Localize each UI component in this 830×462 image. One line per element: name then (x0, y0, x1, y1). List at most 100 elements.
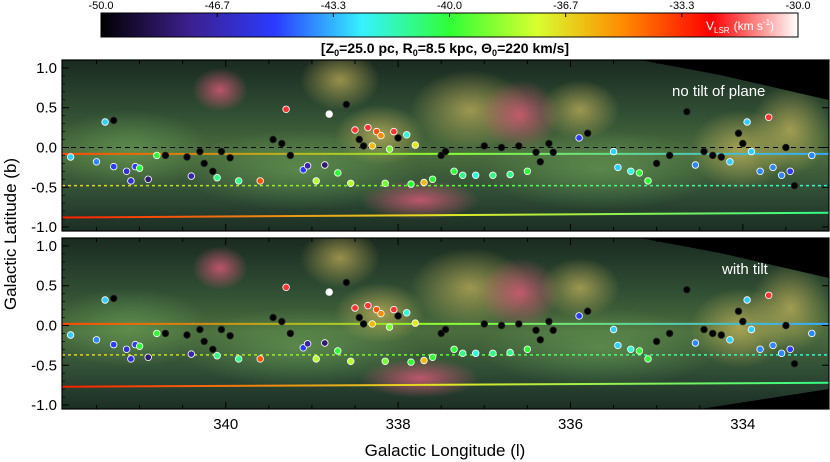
colorbar-tick-label: -33.3 (669, 0, 694, 12)
source-point (428, 353, 437, 361)
source-point (269, 135, 277, 144)
source-point (144, 175, 152, 183)
source-point (109, 116, 118, 125)
source-point (782, 143, 790, 152)
source-point (109, 340, 118, 349)
source-point (691, 339, 700, 347)
y-tick-label: -0.5 (31, 357, 57, 374)
panel-image (62, 238, 829, 409)
source-point (368, 142, 376, 150)
source-point (234, 177, 243, 185)
source-point (213, 173, 221, 182)
source-point (226, 332, 234, 340)
nebula-glow (192, 246, 248, 290)
panel-frame (61, 237, 830, 410)
colorbar-tick-label: -43.3 (321, 0, 346, 12)
source-point (532, 326, 540, 334)
source-point (441, 325, 450, 334)
source-point (217, 325, 226, 334)
source-point (584, 307, 592, 315)
source-point (209, 167, 217, 175)
y-tick-label: 0.0 (36, 317, 57, 334)
y-tick-label: -0.5 (31, 179, 57, 196)
source-point (161, 151, 170, 160)
source-point (394, 312, 402, 320)
source-point (407, 180, 415, 188)
source-point (536, 336, 544, 344)
source-point (515, 142, 523, 150)
nebula-glow (192, 68, 248, 112)
colorbar-tick-label: -30.0 (785, 0, 810, 12)
panel-image (62, 60, 829, 231)
source-point (286, 151, 295, 160)
source-point (390, 127, 398, 136)
source-point (312, 355, 320, 363)
source-point (256, 177, 264, 185)
nebula-glow (62, 110, 210, 190)
source-point (627, 167, 635, 175)
nebula-glow (360, 180, 480, 220)
source-point (325, 110, 333, 118)
panel-top: no tilt of plane 1.0 0.5 0.0 -0.5 -1.0 (31, 59, 830, 236)
source-point (536, 158, 544, 166)
source-point (691, 161, 700, 169)
source-point (269, 313, 277, 322)
colorbar-tick-label: -36.7 (553, 0, 578, 12)
nebula-glow (750, 263, 829, 353)
source-point (161, 329, 170, 338)
source-point (321, 161, 329, 169)
source-point (627, 345, 635, 353)
source-point (187, 172, 195, 180)
panel-annotation: with tilt (721, 261, 769, 278)
coverage-edge (700, 389, 829, 409)
source-point (420, 178, 428, 187)
source-point (351, 126, 359, 134)
nebula-glow (480, 308, 720, 388)
source-point (334, 169, 342, 177)
source-point (739, 139, 747, 148)
source-point (127, 177, 135, 185)
nebula-glow (540, 258, 620, 318)
source-point (92, 158, 101, 166)
source-point (497, 321, 506, 330)
nebula-glow (480, 80, 560, 150)
source-point (321, 339, 329, 347)
source-point (683, 286, 691, 294)
source-point (575, 134, 583, 142)
y-tick-label: 0.5 (36, 278, 57, 295)
source-point (777, 171, 786, 179)
source-point (282, 283, 290, 291)
source-point (743, 118, 751, 126)
y-tick-label: -1.0 (31, 397, 57, 414)
source-point (665, 151, 674, 160)
x-tick-label: 340 (213, 416, 238, 433)
source-point (756, 345, 764, 353)
source-point (200, 337, 208, 346)
source-point (459, 349, 467, 357)
source-point (303, 340, 312, 348)
source-point (790, 360, 799, 368)
source-point (575, 312, 583, 320)
source-point (515, 320, 523, 328)
source-point (769, 163, 777, 172)
source-point (359, 320, 368, 328)
source-point (377, 309, 385, 318)
source-point (278, 139, 286, 148)
source-point (127, 355, 135, 363)
source-point (726, 336, 734, 344)
source-point (790, 181, 799, 190)
source-point (765, 291, 773, 299)
source-point (769, 341, 777, 350)
source-point (92, 336, 101, 344)
source-point (786, 167, 794, 175)
nebula-glow (62, 288, 210, 368)
source-point (342, 278, 351, 287)
source-point (480, 320, 488, 328)
nebula-glow (480, 130, 720, 210)
source-point (644, 355, 652, 363)
source-point (334, 347, 342, 355)
source-point (347, 357, 355, 365)
source-point (739, 317, 747, 326)
source-point (609, 325, 618, 334)
midplane-track (62, 211, 829, 219)
